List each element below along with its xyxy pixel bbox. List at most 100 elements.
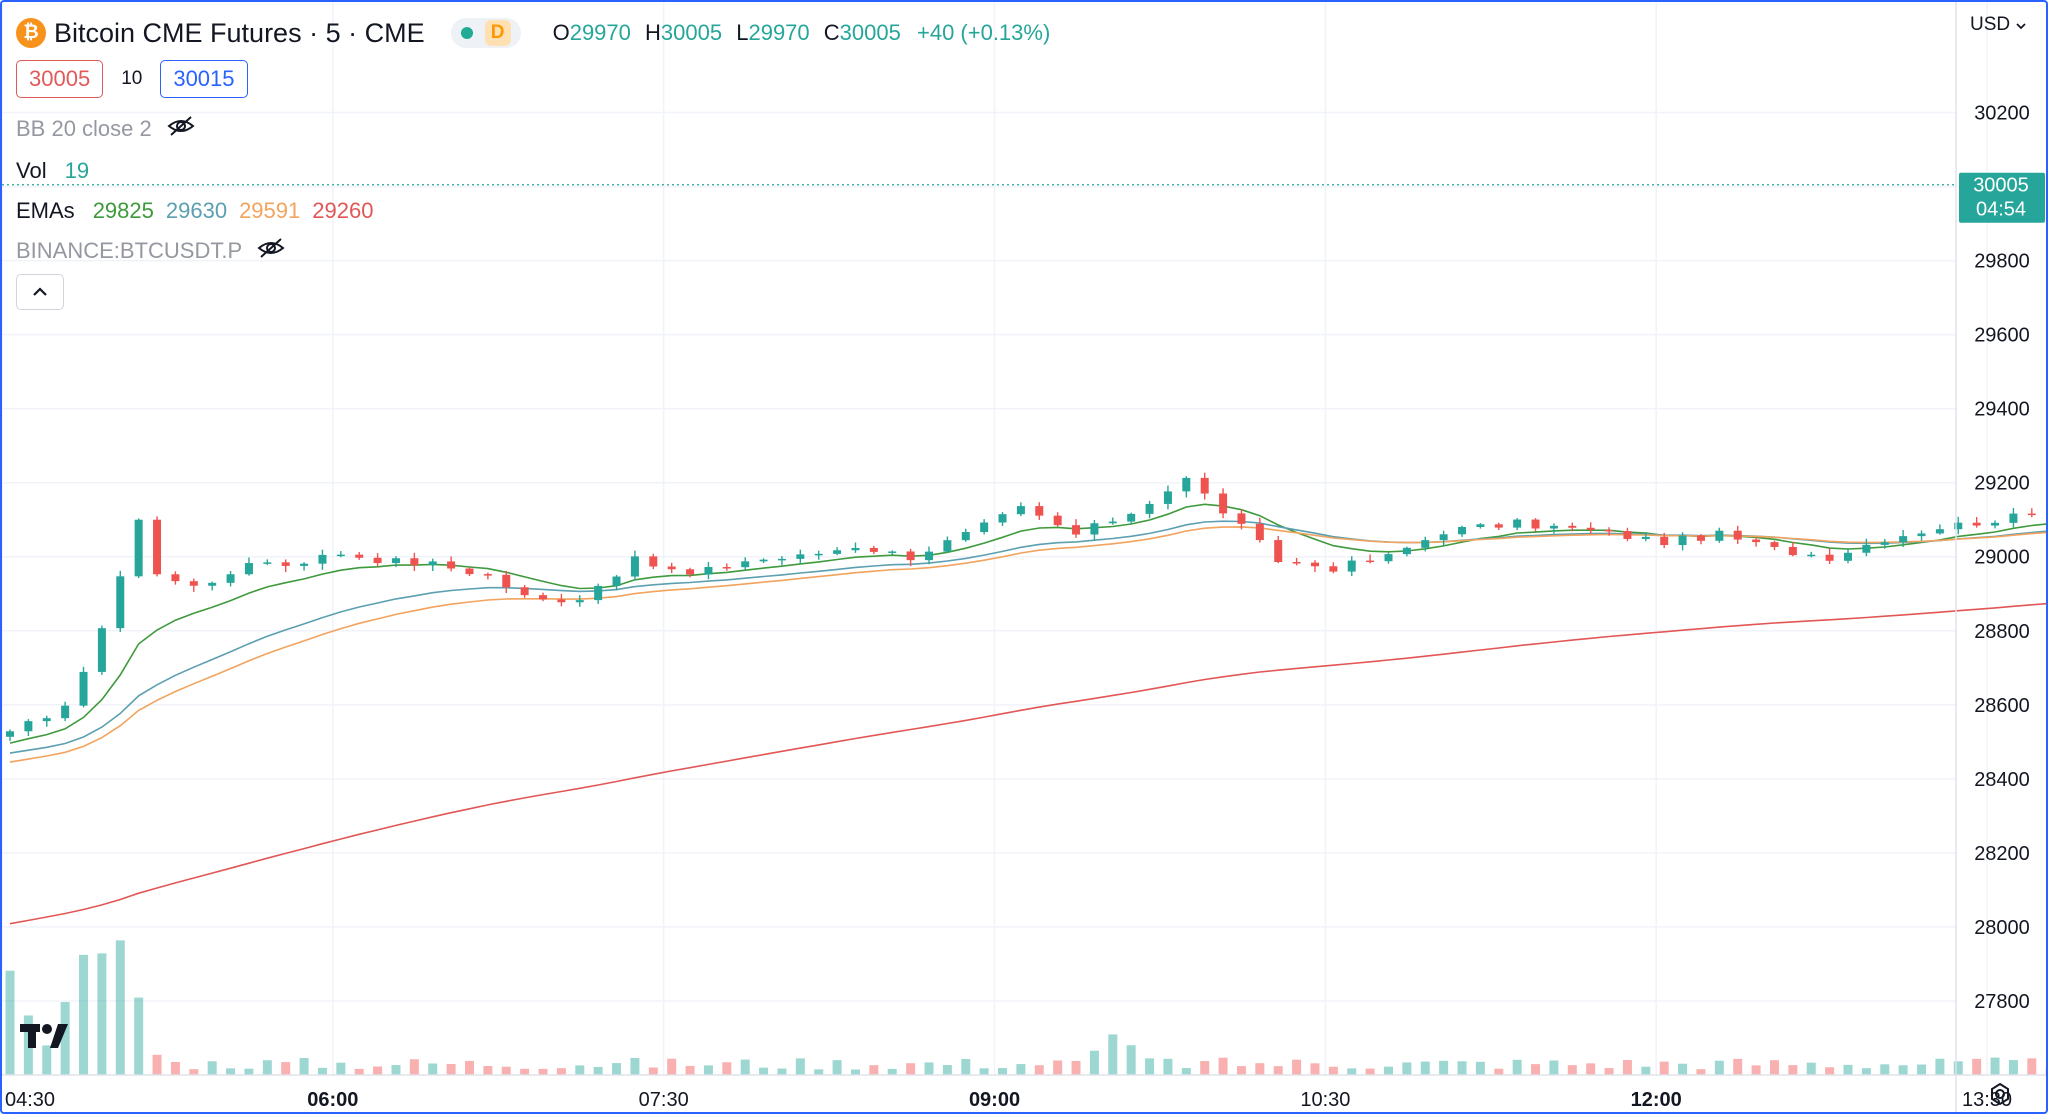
volume-bar (1880, 1064, 1890, 1075)
candle-body (539, 595, 548, 600)
candle-body (2009, 513, 2018, 523)
tradingview-logo[interactable] (20, 1020, 76, 1059)
close-label: C (823, 20, 840, 45)
sell-button[interactable]: 30005 (16, 60, 104, 98)
indicator-vol[interactable]: Vol 19 (16, 156, 89, 186)
candle-body (925, 551, 933, 561)
collapse-legend-button[interactable] (16, 274, 64, 310)
candle-body (980, 522, 989, 533)
volume-bar (1769, 1060, 1779, 1075)
candle-body (97, 628, 106, 672)
indicator-bb[interactable]: BB 20 close 2 (16, 114, 196, 144)
candle-body (502, 574, 511, 588)
candle-body (1384, 554, 1393, 562)
ema-value-1: 29825 (92, 198, 154, 223)
compare-symbol[interactable]: BINANCE:BTCUSDT.P (16, 236, 286, 266)
volume-bar (1622, 1059, 1632, 1075)
candle-body (1458, 527, 1467, 535)
volume-bar (60, 1002, 70, 1075)
buy-button[interactable]: 30015 (160, 60, 248, 98)
candle-body (961, 532, 970, 541)
candle-body (1825, 554, 1834, 561)
candle-body (741, 561, 750, 568)
quantity-value[interactable]: 10 (121, 68, 143, 89)
candle-body (1072, 525, 1081, 535)
volume-bar (1420, 1061, 1430, 1075)
candle-body (226, 574, 235, 583)
candle-body (1935, 529, 1944, 534)
gear-icon[interactable] (1988, 1082, 2012, 1111)
eye-hidden-icon[interactable] (256, 236, 286, 266)
candle-body (1899, 536, 1908, 543)
candle-body (1549, 525, 1558, 529)
volume-bar (556, 1068, 566, 1075)
candle-body (1476, 524, 1485, 528)
candle-body (2027, 513, 2036, 516)
volume-bar (299, 1057, 309, 1075)
volume-bar (1365, 1068, 1375, 1075)
candle-body (1347, 560, 1356, 572)
x-tick-labels[interactable]: 04:3006:0007:3009:0010:3012:0013:3015:00… (5, 1089, 2048, 1111)
volume-bar (1549, 1060, 1559, 1075)
candle-body (1568, 525, 1577, 528)
volume-bar (850, 1069, 860, 1075)
candle-body (594, 585, 603, 601)
candle-body (171, 574, 180, 582)
candle-body (336, 554, 345, 557)
candle-body (1035, 506, 1044, 516)
chevron-down-icon (2016, 23, 2027, 30)
y-tick-labels[interactable]: 27800 28000 28200 28400 28600 28800 29000 29200… (1974, 103, 2030, 1013)
volume-bar (1126, 1045, 1136, 1075)
ohlc-values: O29970 H30005 L29970 C30005 +40 (+0.13%) (545, 20, 1051, 46)
volume-bar (612, 1063, 622, 1075)
candle-body (1421, 540, 1430, 548)
volume-bar (1475, 1061, 1485, 1075)
candle-body (1366, 560, 1375, 563)
y-tick-label: 29400 (1974, 399, 2030, 421)
candle-body (630, 556, 639, 577)
volume-bar (1696, 1069, 1706, 1075)
volume-bar (1935, 1058, 1945, 1075)
currency-label: USD (1970, 14, 2011, 35)
volume-bar (1586, 1063, 1596, 1075)
candle-body (1678, 535, 1687, 546)
volume-bar (1825, 1067, 1835, 1075)
y-tick-label: 28400 (1974, 769, 2030, 791)
y-tick-label: 29800 (1974, 251, 2030, 273)
indicator-emas[interactable]: EMAs 29825 29630 29591 29260 (16, 196, 385, 226)
volume-bar (1255, 1063, 1265, 1075)
candle-body (1329, 566, 1338, 572)
candle-body (24, 721, 33, 732)
market-status[interactable]: D (450, 18, 521, 48)
y-tick-label: 29600 (1974, 325, 2030, 347)
change-value: +40 (+0.13%) (916, 20, 1051, 45)
volume-bar (226, 1068, 236, 1075)
candle-body (1844, 552, 1852, 561)
symbol-title[interactable]: Bitcoin CME Futures · 5 · CME (54, 17, 425, 48)
emas-label: EMAs (16, 198, 75, 223)
volume-bar (373, 1066, 383, 1075)
volume-bar (134, 997, 144, 1075)
candle-body (1219, 493, 1228, 514)
volume-bar (1181, 1068, 1191, 1075)
volume-bar (1843, 1064, 1853, 1075)
candle-body (667, 566, 676, 570)
volume-bar (1145, 1058, 1155, 1075)
candle-body (355, 554, 364, 558)
candle-body (1954, 522, 1963, 530)
volume-bar (1659, 1061, 1669, 1075)
y-tick-label: 27800 (1974, 991, 2030, 1013)
currency-selector[interactable]: USD (1970, 14, 2027, 36)
candle-body (428, 561, 437, 566)
candle-body (1715, 530, 1724, 541)
volume-bar (1292, 1059, 1302, 1075)
candle-body (465, 568, 474, 575)
compare-label: BINANCE:BTCUSDT.P (16, 238, 243, 263)
volume-bar (1310, 1063, 1320, 1075)
candle-body (1623, 531, 1632, 539)
candle-body (391, 558, 400, 564)
eye-hidden-icon[interactable] (166, 114, 196, 144)
volume-bar (1604, 1068, 1614, 1075)
volume-bar (1108, 1034, 1118, 1075)
